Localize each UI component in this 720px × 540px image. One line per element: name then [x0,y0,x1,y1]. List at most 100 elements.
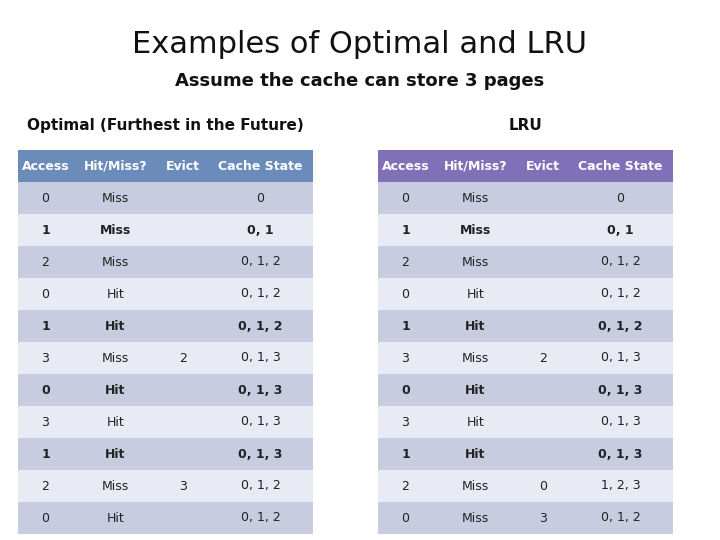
Text: 0, 1, 2: 0, 1, 2 [240,287,280,300]
Bar [208,470,313,502]
Text: Miss: Miss [100,224,131,237]
Text: 1: 1 [41,320,50,333]
Bar [518,278,568,310]
Text: 0, 1, 2: 0, 1, 2 [240,480,280,492]
Text: 2: 2 [402,255,410,268]
Bar [378,406,433,438]
Bar [568,214,673,246]
Text: 0: 0 [42,511,50,524]
Bar [73,406,158,438]
Bar [378,150,433,182]
Bar [378,374,433,406]
Text: Hit/Miss?: Hit/Miss? [444,159,508,172]
Bar [568,246,673,278]
Text: 0, 1: 0, 1 [247,224,274,237]
Bar [208,246,313,278]
Text: 0: 0 [402,192,410,205]
Bar [378,310,433,342]
Text: 0, 1, 2: 0, 1, 2 [598,320,643,333]
Bar [433,246,518,278]
Bar [378,438,433,470]
Text: Hit: Hit [107,415,125,429]
Bar [378,246,433,278]
Text: Cache State: Cache State [218,159,302,172]
Text: 3: 3 [42,415,50,429]
Text: Miss: Miss [462,480,489,492]
Bar [518,406,568,438]
Text: 0, 1: 0, 1 [607,224,634,237]
Text: 0: 0 [42,192,50,205]
Bar [568,150,673,182]
Bar [433,406,518,438]
Text: 0, 1, 2: 0, 1, 2 [600,255,640,268]
Bar [73,214,158,246]
Text: Hit: Hit [467,415,485,429]
Text: 1: 1 [401,320,410,333]
Text: Hit: Hit [105,383,126,396]
Bar [433,310,518,342]
Bar [433,342,518,374]
Bar [158,406,208,438]
Text: Miss: Miss [102,480,129,492]
Bar [433,470,518,502]
Text: 0, 1, 3: 0, 1, 3 [600,352,640,365]
Bar [208,310,313,342]
Bar [518,246,568,278]
Bar [378,470,433,502]
Text: Hit/Miss?: Hit/Miss? [84,159,148,172]
Bar [518,438,568,470]
Bar [158,182,208,214]
Text: 0, 1, 3: 0, 1, 3 [598,383,643,396]
Bar [73,470,158,502]
Text: Evict: Evict [166,159,200,172]
Bar [518,214,568,246]
Bar [18,502,73,534]
Text: Hit: Hit [105,320,126,333]
Bar [73,310,158,342]
Bar [18,310,73,342]
Bar [73,278,158,310]
Bar [18,374,73,406]
Text: Examples of Optimal and LRU: Examples of Optimal and LRU [132,30,588,59]
Text: Evict: Evict [526,159,560,172]
Bar [73,438,158,470]
Bar [158,310,208,342]
Bar [158,438,208,470]
Text: 0: 0 [539,480,547,492]
Bar [433,502,518,534]
Text: 0, 1, 3: 0, 1, 3 [238,383,283,396]
Bar [568,502,673,534]
Text: Miss: Miss [102,352,129,365]
Text: Miss: Miss [102,192,129,205]
Bar [73,182,158,214]
Bar [433,214,518,246]
Text: 2: 2 [402,480,410,492]
Text: 3: 3 [402,415,410,429]
Bar [433,150,518,182]
Text: 0, 1, 3: 0, 1, 3 [598,448,643,461]
Text: 3: 3 [179,480,187,492]
Bar [208,374,313,406]
Bar [18,182,73,214]
Bar [378,278,433,310]
Text: Hit: Hit [465,383,486,396]
Text: 0, 1, 2: 0, 1, 2 [238,320,283,333]
Text: 0: 0 [402,287,410,300]
Bar [158,470,208,502]
Text: 0, 1, 3: 0, 1, 3 [240,415,280,429]
Text: 0: 0 [401,383,410,396]
Bar [378,182,433,214]
Bar [518,502,568,534]
Bar [18,150,73,182]
Bar [568,470,673,502]
Bar [518,342,568,374]
Text: Hit: Hit [467,287,485,300]
Bar [158,502,208,534]
Text: Hit: Hit [107,287,125,300]
Text: 1, 2, 3: 1, 2, 3 [600,480,640,492]
Bar [18,438,73,470]
Text: Miss: Miss [462,352,489,365]
Bar [568,374,673,406]
Text: 0, 1, 3: 0, 1, 3 [240,352,280,365]
Text: 0: 0 [402,511,410,524]
